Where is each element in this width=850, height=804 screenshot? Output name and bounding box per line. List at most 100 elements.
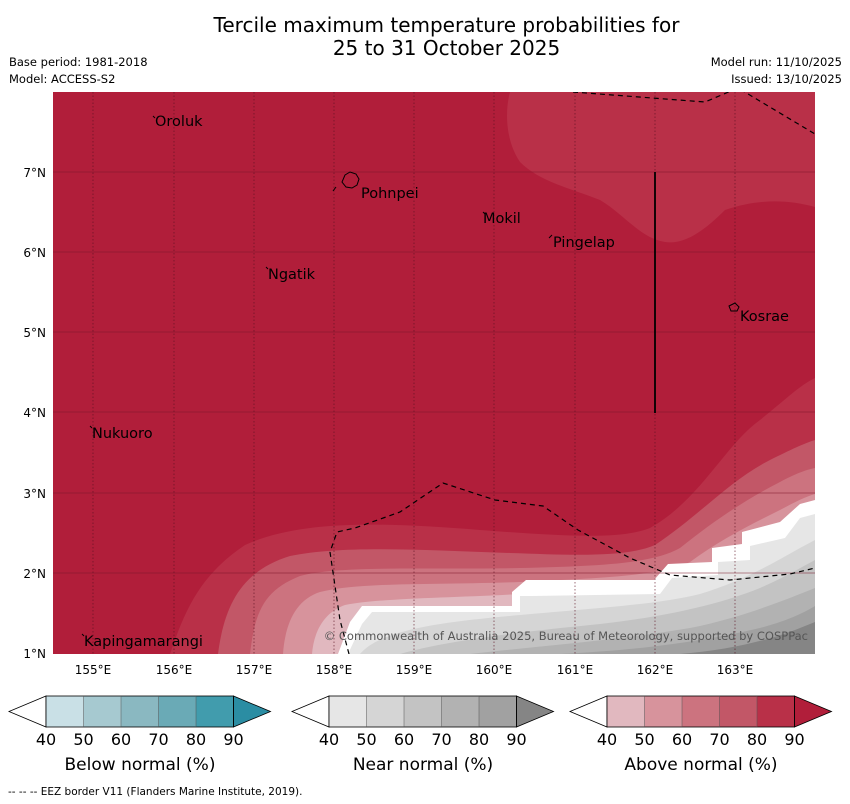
colorbar-tick-label: 50 <box>73 730 93 749</box>
lat-label: 3°N <box>23 487 46 501</box>
colorbar-tick-label: 60 <box>672 730 692 749</box>
lon-label: 161°E <box>557 663 594 677</box>
island-outlines <box>81 115 740 637</box>
colorbar-below: 40 50 60 70 80 90 <box>7 695 272 749</box>
lon-label: 163°E <box>717 663 754 677</box>
colorbar-bin <box>719 696 757 727</box>
lon-label: 159°E <box>396 663 433 677</box>
lon-label: 157°E <box>236 663 273 677</box>
colorbar-bin <box>121 696 159 727</box>
lon-label: 156°E <box>156 663 193 677</box>
colorbar-arrow-low <box>568 695 608 728</box>
base-period: Base period: 1981-2018 <box>9 55 148 69</box>
colorbar-outline <box>606 695 795 728</box>
island-mark <box>548 234 553 239</box>
colorbar-arrow-high <box>516 695 555 728</box>
meta-right: Model run: 11/10/2025 Issued: 13/10/2025 <box>711 54 842 88</box>
meta-left: Base period: 1981-2018 Model: ACCESS-S2 <box>9 54 148 88</box>
lon-label: 155°E <box>75 663 112 677</box>
island-mark <box>332 186 337 192</box>
lat-label: 4°N <box>23 406 46 420</box>
lat-label: 5°N <box>23 326 46 340</box>
lon-axis: 155°E 156°E 157°E 158°E 159°E 160°E 161°… <box>75 663 754 677</box>
colorbar-arrow-high <box>794 695 833 728</box>
place-kapingamarangi: Kapingamarangi <box>84 634 203 650</box>
colorbar-tick-label: 40 <box>36 730 56 749</box>
colorbar-bin <box>757 696 795 727</box>
colorbar-tick-label: 40 <box>319 730 339 749</box>
lat-label: 1°N <box>23 647 46 661</box>
colorbar-arrow-low <box>7 695 47 728</box>
lon-label: 158°E <box>316 663 353 677</box>
place-kosrae: Kosrae <box>740 309 789 325</box>
colorbar-bin <box>479 696 517 727</box>
colorbar-bin <box>607 696 645 727</box>
colorbar-tick-label: 60 <box>111 730 131 749</box>
colorbars: 40 50 60 70 80 90 40 50 60 70 80 90 40 50 60 70 80 90 <box>7 695 833 749</box>
grid-lat-lines <box>53 171 815 574</box>
model-run: Model run: 11/10/2025 <box>710 55 842 69</box>
lat-label: 2°N <box>23 567 46 581</box>
colorbar-tick-label: 60 <box>394 730 414 749</box>
colorbar-tick-label: 40 <box>597 730 617 749</box>
island-mark <box>482 211 486 215</box>
eez-border-south <box>329 482 815 654</box>
copyright-notice: © Commonwealth of Australia 2025, Bureau… <box>324 629 808 643</box>
lat-axis: 7°N 6°N 5°N 4°N 3°N 2°N 1°N <box>23 166 46 661</box>
title-line-2: 25 to 31 October 2025 <box>332 36 561 60</box>
place-mokil: Mokil <box>483 211 521 227</box>
colorbar-bin <box>83 696 121 727</box>
colorbar-bin <box>682 696 720 727</box>
colorbar-tick-label: 50 <box>356 730 376 749</box>
colorbar-bin <box>441 696 479 727</box>
island-mark <box>152 115 156 119</box>
colorbar-outline <box>45 695 234 728</box>
colorbar-outline <box>328 695 517 728</box>
place-oroluk: Oroluk <box>155 114 203 130</box>
colorbar-above-label: Above normal (%) <box>624 755 778 775</box>
colorbar-bin <box>366 696 404 727</box>
colorbar-bin <box>46 696 84 727</box>
probability-field: Oroluk Pohnpei Mokil Pingelap Ngatik Kos… <box>53 92 815 654</box>
colorbar-bin <box>158 696 196 727</box>
region-80-upper <box>507 92 815 243</box>
title-line-1: Tercile maximum temperature probabilitie… <box>213 13 680 37</box>
colorbar-arrow-low <box>290 695 330 728</box>
model-name: Model: ACCESS-S2 <box>9 72 116 86</box>
pohnpei-island <box>341 171 360 189</box>
colorbar-tick-label: 90 <box>223 730 243 749</box>
colorbar-tick-label: 70 <box>709 730 729 749</box>
lon-label: 162°E <box>637 663 674 677</box>
island-mark <box>265 266 269 270</box>
lat-label: 6°N <box>23 246 46 260</box>
colorbar-near-label: Near normal (%) <box>352 755 494 775</box>
colorbar-bin <box>404 696 442 727</box>
colorbar-tick-label: 70 <box>431 730 451 749</box>
colorbar-bin <box>644 696 682 727</box>
colorbar-bin <box>196 696 234 727</box>
lat-label: 7°N <box>23 166 46 180</box>
lon-label: 160°E <box>476 663 513 677</box>
eez-footnote: -- -- -- EEZ border V11 (Flanders Marine… <box>8 786 303 798</box>
colorbar-tick-label: 80 <box>747 730 767 749</box>
region-near-80 <box>560 606 815 654</box>
place-pohnpei: Pohnpei <box>361 186 419 202</box>
island-mark <box>89 425 93 429</box>
place-ngatik: Ngatik <box>268 267 316 283</box>
place-nukuoro: Nukuoro <box>92 426 153 442</box>
colorbar-below-label: Below normal (%) <box>64 755 216 775</box>
colorbar-near: 40 50 60 70 80 90 <box>290 695 555 749</box>
kosrae-island <box>728 302 740 312</box>
colorbar-above: 40 50 60 70 80 90 <box>568 695 833 749</box>
island-mark <box>81 633 85 637</box>
colorbar-tick-label: 70 <box>148 730 168 749</box>
region-near-90 <box>680 622 815 654</box>
colorbar-arrow-high <box>233 695 272 728</box>
colorbar-tick-label: 90 <box>506 730 526 749</box>
colorbar-tick-label: 50 <box>634 730 654 749</box>
colorbar-tick-label: 80 <box>186 730 206 749</box>
chart-title: Tercile maximum temperature probabilitie… <box>0 14 850 60</box>
eez-border-north <box>572 92 815 135</box>
colorbar-bin <box>329 696 367 727</box>
